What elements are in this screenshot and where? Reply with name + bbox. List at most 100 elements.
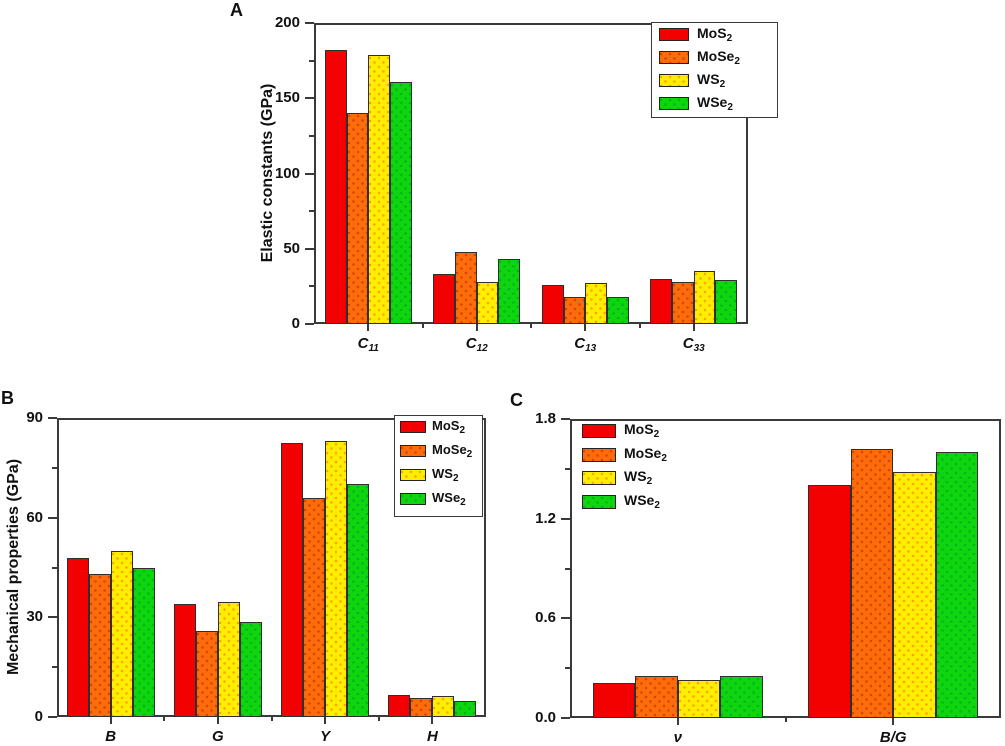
label-base: WSe: [697, 94, 728, 110]
panel-b-bar-ws2-1: [217, 602, 240, 717]
label-subscript: 2: [452, 473, 459, 484]
panel-a-x-category-label: C13: [540, 335, 630, 354]
label-subscript: 2: [654, 499, 660, 511]
panel-b-bar-mose2-1: [195, 630, 218, 717]
label-base: WS: [624, 468, 647, 484]
panel-b-y-axis-title: Mechanical properties (GPa): [5, 458, 22, 676]
panel-c-legend-label-ws2: WS2: [624, 468, 652, 487]
panel-b-y-minor-tick: [52, 466, 57, 469]
panel-a-x-minor-tick: [530, 324, 532, 328]
panel-a-legend-swatch-ws2: [659, 74, 689, 87]
panel-b-y-tick-label: 30: [26, 608, 43, 626]
panel-b-y-tick: [48, 516, 57, 519]
panel-b-x-minor-tick: [163, 717, 166, 721]
label-base: MoS: [432, 418, 460, 433]
panel-a-y-tick: [305, 22, 314, 24]
panel-c-y-tick: [561, 617, 570, 620]
panel-b-bar-mose2-2: [303, 497, 326, 717]
label-base: WSe: [432, 490, 461, 505]
panel-a-legend-label-mose2: MoSe2: [697, 48, 740, 67]
panel-c-x-tick: [892, 718, 895, 725]
panel-b-legend-label-mos2: MoS2: [432, 418, 465, 436]
label-base: H: [426, 728, 438, 745]
label-base: Y: [320, 728, 331, 745]
panel-b-x-category-label: Y: [280, 728, 370, 745]
label-base: WS: [432, 466, 453, 481]
panel-a-y-tick-label: 200: [274, 14, 300, 31]
panel-label-a: A: [230, 0, 243, 20]
panel-a-bar-wse2-3: [715, 280, 738, 324]
panel-b-legend-swatch-ws2: [400, 469, 426, 481]
panel-a-x-minor-tick: [638, 324, 641, 328]
panel-a-bar-mose2-1: [455, 251, 477, 324]
panel-a-x-minor-tick: [421, 324, 424, 328]
panel-b-y-minor-tick: [52, 566, 57, 569]
panel-c-legend-swatch-wse2: [582, 494, 616, 509]
panel-b-y-tick-label: 90: [26, 409, 43, 426]
label-subscript: 2: [727, 102, 733, 113]
label-subscript: 2: [653, 429, 660, 440]
panel-a-x-category-label: C33: [649, 335, 739, 354]
panel-a-bar-mos2-3: [650, 278, 673, 324]
panel-a-y-tick-label: 100: [274, 164, 300, 182]
panel-b-bar-ws2-3: [432, 696, 455, 717]
panel-c-y-tick-label: 1.2: [535, 509, 556, 527]
panel-a-y-axis-title: Elastic constants (GPa): [259, 83, 276, 263]
panel-b-y-tick: [48, 716, 57, 718]
label-base: C: [357, 335, 369, 352]
panel-a-bar-mos2-2: [541, 284, 564, 324]
panel-b-legend-label-wse2: WSe2: [432, 490, 466, 508]
panel-c-legend-swatch-mose2: [582, 447, 616, 462]
panel-a-legend-label-ws2: WS2: [697, 71, 725, 90]
panel-b-bar-mose2-0: [88, 574, 111, 717]
panel-b-x-tick: [324, 717, 327, 724]
label-base: B: [105, 728, 117, 745]
panel-c-bar-mose2-1: [850, 448, 894, 718]
panel-a-y-minor-tick: [309, 210, 314, 213]
panel-b-legend-label-mose2: MoSe2: [432, 442, 472, 460]
panel-c-bar-ws2-1: [893, 472, 936, 718]
label-base: WS: [697, 71, 720, 87]
label-subscript: 33: [693, 343, 705, 354]
panel-a-bar-mos2-0: [324, 50, 347, 324]
panel-b-bar-mos2-0: [66, 557, 89, 717]
panel-c-bar-mos2-0: [592, 683, 636, 718]
label-subscript: 2: [719, 79, 726, 90]
panel-a-x-tick: [584, 324, 587, 331]
label-subscript: 13: [585, 343, 597, 354]
panel-c-legend-label-wse2: WSe2: [624, 492, 660, 511]
label-subscript: 2: [661, 452, 667, 464]
panel-b-y-minor-tick: [52, 666, 57, 669]
panel-c-x-category-label: B/G: [848, 729, 938, 746]
panel-a-y-tick: [305, 97, 314, 100]
panel-b-y-tick: [48, 417, 57, 419]
label-base: WSe: [624, 491, 655, 508]
panel-c-y-tick-label: 0.0: [535, 709, 556, 726]
panel-a-y-minor-tick: [309, 285, 314, 288]
panel-b-bar-wse2-0: [132, 567, 155, 717]
panel-a-bar-mose2-3: [672, 281, 694, 324]
panel-b-bar-wse2-2: [347, 484, 370, 717]
panel-c-y-tick-label: 0.6: [535, 609, 556, 627]
panel-c-y-tick: [561, 517, 570, 520]
panel-c-bar-mos2-1: [808, 485, 851, 718]
panel-c-x-tick: [676, 718, 679, 725]
panel-label-b: B: [1, 388, 14, 408]
label-base: C: [465, 335, 477, 352]
panel-b-legend-label-ws2: WS2: [432, 466, 459, 484]
panel-b-x-category-label: B: [66, 728, 156, 745]
panel-a-bar-mose2-0: [346, 113, 369, 324]
label-subscript: 2: [466, 449, 473, 460]
label-base: C: [682, 335, 694, 352]
label-base: MoSe: [432, 442, 467, 457]
label-subscript: 2: [459, 425, 466, 436]
panel-c-y-tick: [561, 717, 570, 719]
panel-a-x-category-label: C12: [432, 335, 522, 354]
panel-b-x-tick: [216, 717, 219, 724]
label-base: MoS: [697, 25, 727, 41]
panel-c-bar-ws2-0: [677, 679, 721, 718]
label-subscript: 2: [460, 497, 466, 508]
label-subscript: 2: [726, 33, 733, 44]
panel-b-y-tick-label: 60: [26, 508, 43, 526]
